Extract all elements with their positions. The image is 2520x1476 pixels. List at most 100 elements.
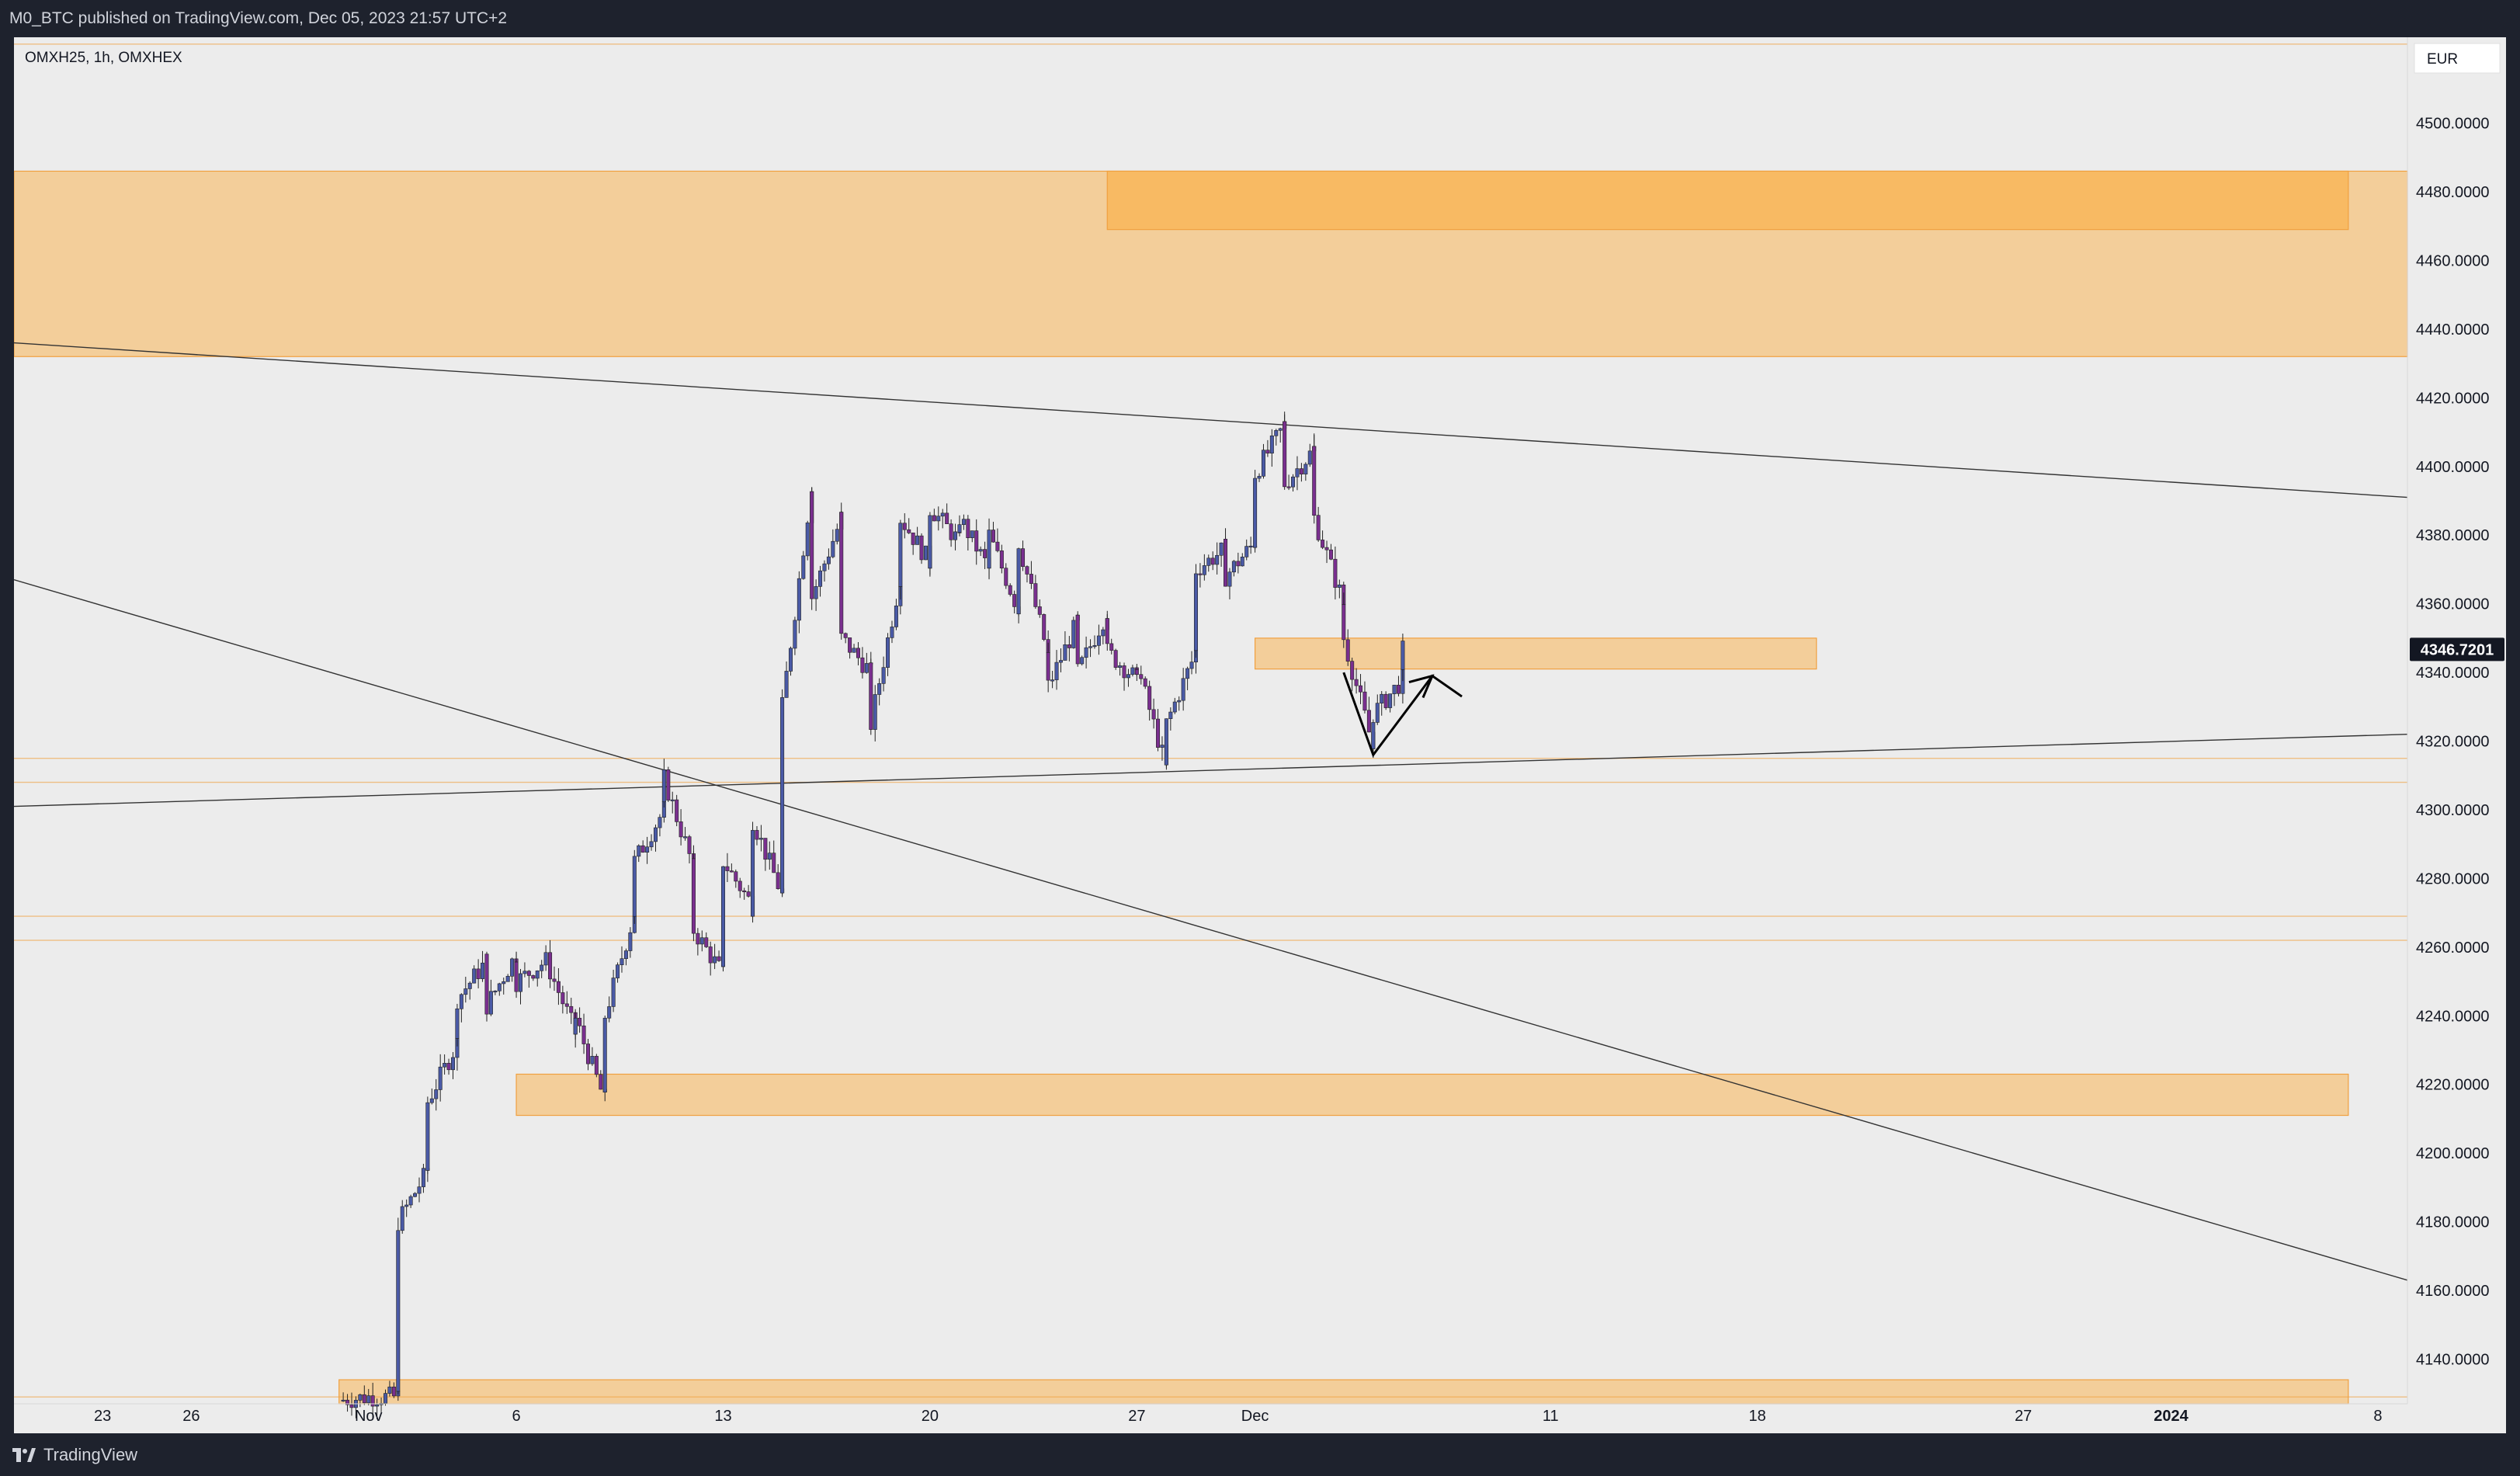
candle-body [822,563,827,571]
candle-body [1354,679,1359,686]
time-tick-label: 20 [922,1408,939,1425]
candle-body [620,958,624,965]
candle-body [438,1066,443,1090]
candle-body [341,1399,345,1402]
time-tick-label: 23 [94,1408,111,1425]
zone-3 [515,1073,2349,1117]
price-tick-label: 4280.0000 [2416,870,2490,887]
candle-body [607,1006,612,1019]
drawn-arrow [1342,672,1463,758]
candle-body [953,531,958,540]
candle-body [1278,428,1283,431]
candle-body [772,853,776,873]
trendlines [14,342,2408,1281]
candle-body [446,1063,451,1071]
time-tick-label: Dec [1241,1408,1269,1425]
tradingview-logo[interactable]: TradingView [12,1445,137,1465]
candle-body [632,856,637,917]
candle-body [510,958,515,977]
candle-body [940,512,945,517]
candle-body [484,953,489,1015]
price-tick-label: 4340.0000 [2416,665,2490,682]
candle-body [1080,657,1085,665]
candle-body [999,550,1004,569]
candle-body [1244,546,1249,557]
price-axis[interactable]: 4140.0000 4160.0000 4180.0000 4200.0000 4220… [2416,47,2490,1368]
candle-body [481,962,485,979]
chart-frame[interactable]: 4140.0000 4160.0000 4180.0000 4200.0000 4220… [14,37,2506,1433]
candle-body [919,535,924,561]
candle-body [1371,722,1376,749]
candle-body [675,799,679,822]
candle-body [366,1395,371,1404]
candle-body [658,817,662,828]
candle-body [1236,561,1241,567]
candle-body [488,991,493,1015]
candle-body [1088,646,1093,648]
candle-body [467,982,472,989]
candle-body [1105,618,1109,644]
candle-body [1253,478,1258,548]
candle-body [1177,700,1182,703]
trendline-0 [14,342,2408,498]
candle-body [1283,421,1287,488]
candle-body [404,1204,409,1207]
price-tick-label: 4220.0000 [2416,1077,2490,1094]
publish-text: M0_BTC published on TradingView.com, Dec… [9,9,508,27]
candle-body [1101,629,1106,637]
candle-body [970,530,974,538]
candle-body [1388,693,1393,708]
currency-box[interactable]: EUR [2414,43,2501,74]
candle-body [738,880,742,891]
candle-body [400,1206,404,1231]
candle-body [928,515,932,569]
candle-body [564,1003,569,1007]
candle-body [1337,584,1342,588]
candle-body [797,578,801,621]
candle-body [1168,711,1173,719]
symbol-legend[interactable]: OMXH25, 1h, OMXHEX [25,50,182,66]
chart-canvas[interactable]: 4140.0000 4160.0000 4180.0000 4200.0000 4220… [14,37,2506,1433]
price-tick-label: 4320.0000 [2416,734,2490,751]
trendline-1 [14,579,2408,1281]
time-axis[interactable]: 23 26 Nov 6 13 20 27 Dec 11 18 27 2024 8 [94,1408,2382,1425]
candle-body [556,981,561,993]
candle-body [717,956,721,961]
candle-body [455,1008,460,1039]
candle-body [687,836,692,854]
candle-body [1198,573,1203,575]
zone-2 [1254,637,1817,670]
candle-body [391,1386,396,1397]
candle-body [1299,468,1303,474]
price-tick-label: 4380.0000 [2416,527,2490,544]
candle-body [1333,558,1338,588]
footer-bar: TradingView [0,1433,2520,1476]
candle-body [957,524,962,533]
last-price-label: 4346.7201 [2421,641,2494,658]
candle-body [1269,435,1274,454]
time-tick-label: 8 [2373,1408,2382,1425]
currency-label: EUR [2427,51,2458,68]
candle-body [531,975,536,979]
candle-body [1181,678,1185,701]
candle-body [1122,665,1126,679]
candle-body [1345,639,1350,662]
candle-body [843,633,848,638]
time-tick-label: 18 [1749,1408,1766,1425]
candle-body [805,523,810,557]
price-tick-label: 4160.0000 [2416,1283,2490,1300]
candle-body [383,1393,387,1404]
candle-body [358,1394,363,1401]
candle-body [429,1098,434,1103]
candle-body [1316,515,1321,540]
candle-body [713,956,717,964]
candle-body [907,529,911,533]
candle-body [932,515,936,522]
tradingview-logo-icon [12,1447,36,1462]
candle-body [1092,645,1097,648]
candle-body [814,586,818,599]
candle-body [1202,565,1206,575]
candle-body [1058,660,1063,663]
candle-body [585,1044,590,1064]
candle-body [788,648,793,672]
